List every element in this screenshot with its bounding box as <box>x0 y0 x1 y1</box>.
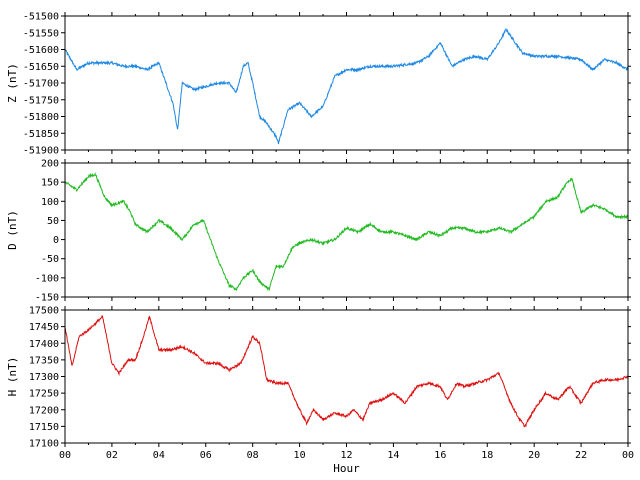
y-tick-label: -51650 <box>23 62 59 73</box>
y-axis-label: D (nT) <box>6 210 19 250</box>
x-tick-label: 08 <box>247 450 259 461</box>
x-axis-label: Hour <box>333 462 360 475</box>
plot-frame <box>64 309 629 444</box>
y-tick-label: 17500 <box>29 306 59 317</box>
series-line-d <box>64 171 629 292</box>
y-axis-label: H (nT) <box>6 357 19 397</box>
panel-z: -51500 -51550 -51600 -51650 -51700 -51750 -518… <box>6 12 631 157</box>
y-tick-label: 50 <box>47 216 59 227</box>
y-tick-label: 17350 <box>29 355 59 366</box>
y-tick-label: -51900 <box>23 146 59 157</box>
y-tick-label: -51750 <box>23 95 59 106</box>
panel-h: 17500 17450 17400 17350 17300 17250 17200 17150… <box>6 306 634 476</box>
series-line-h <box>64 315 629 428</box>
series-line-z <box>64 28 629 145</box>
y-tick-label: -51600 <box>23 45 59 56</box>
x-tick-label: 14 <box>387 450 399 461</box>
y-tick-label: 200 <box>41 159 59 170</box>
y-tick-label: 100 <box>41 197 59 208</box>
x-tick-label: 22 <box>575 450 587 461</box>
y-tick-label: -51800 <box>23 112 59 123</box>
y-tick-label: -51850 <box>23 129 59 140</box>
y-tick-label: -150 <box>35 293 59 304</box>
x-tick-label: 16 <box>434 450 446 461</box>
y-tick-label: 17300 <box>29 372 59 383</box>
y-tick-label: -50 <box>41 254 59 265</box>
x-tick-label: 02 <box>106 450 118 461</box>
y-tick-label: 150 <box>41 178 59 189</box>
y-tick-label: 17450 <box>29 322 59 333</box>
y-tick-label: -51500 <box>23 12 59 23</box>
panel-d: 200 150 100 50 0 -50 -100 -150 D (nT) <box>6 159 631 304</box>
plot-frame <box>64 15 629 151</box>
x-tick-label: 20 <box>528 450 540 461</box>
y-tick-label: 0 <box>53 235 59 246</box>
x-tick-label: 00 <box>59 450 71 461</box>
y-tick-label: 17200 <box>29 405 59 416</box>
x-tick-label: 18 <box>481 450 493 461</box>
y-tick-label: -100 <box>35 273 59 284</box>
y-axis-label: Z (nT) <box>6 63 19 103</box>
y-tick-label: 17250 <box>29 389 59 400</box>
x-tick-label: 10 <box>294 450 306 461</box>
x-tick-label: 00 <box>622 450 634 461</box>
x-tick-label: 12 <box>340 450 352 461</box>
y-tick-label: 17400 <box>29 339 59 350</box>
y-tick-label: 17100 <box>29 439 59 450</box>
y-tick-label: -51700 <box>23 79 59 90</box>
y-tick-label: -51550 <box>23 28 59 39</box>
x-tick-label: 04 <box>153 450 165 461</box>
x-tick-label: 06 <box>200 450 212 461</box>
y-tick-label: 17150 <box>29 422 59 433</box>
